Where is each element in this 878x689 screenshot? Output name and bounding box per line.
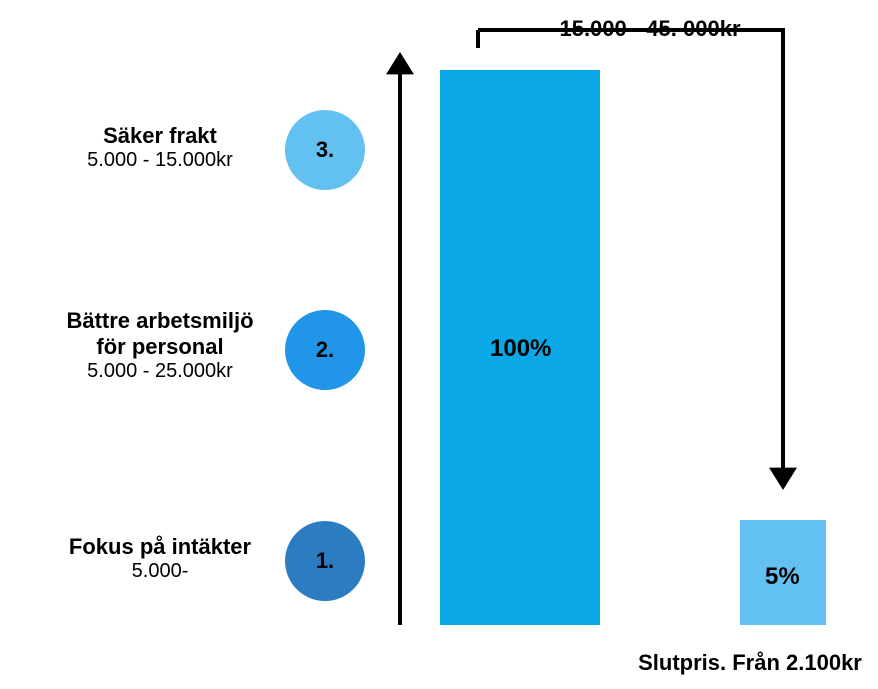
bar-small-label: 5%	[765, 563, 800, 591]
feature-1-title: Fokus på intäkter	[50, 534, 270, 560]
feature-1-text: Fokus på intäkter 5.000-	[50, 534, 270, 583]
feature-2-text: Bättre arbetsmiljö för personal 5.000 - …	[50, 308, 270, 383]
bottom-caption: Slutpris. Från 2.100kr	[620, 650, 878, 676]
feature-3-number: 3.	[316, 137, 334, 163]
feature-3-sub: 5.000 - 15.000kr	[50, 149, 270, 172]
bracket-arrow-icon	[458, 10, 803, 510]
feature-2-title: Bättre arbetsmiljö för personal	[50, 308, 270, 360]
feature-3-circle: 3.	[285, 110, 365, 190]
feature-3-title: Säker frakt	[50, 123, 270, 149]
vertical-arrow-icon	[380, 52, 420, 635]
feature-1-sub: 5.000-	[50, 560, 270, 583]
feature-2-number: 2.	[316, 337, 334, 363]
infographic-stage: Fokus på intäkter 5.000- 1. Bättre arbet…	[0, 0, 878, 689]
feature-1-number: 1.	[316, 548, 334, 574]
feature-2-circle: 2.	[285, 310, 365, 390]
feature-2-sub: 5.000 - 25.000kr	[50, 360, 270, 383]
feature-1-circle: 1.	[285, 521, 365, 601]
feature-3-text: Säker frakt 5.000 - 15.000kr	[50, 123, 270, 172]
